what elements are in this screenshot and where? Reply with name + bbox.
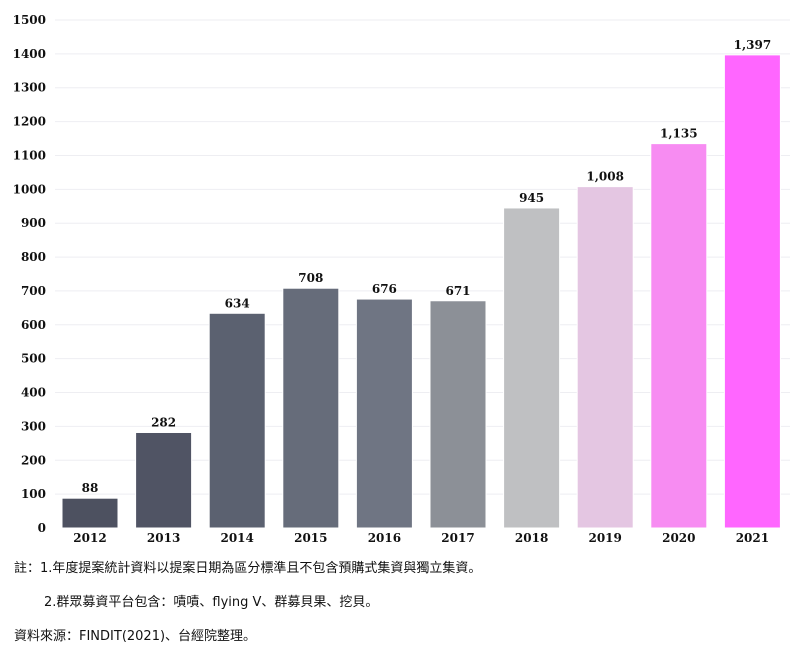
bar-2015 (282, 287, 340, 529)
bar-2013 (135, 431, 193, 529)
x-axis-categories: 2012 2013 2014 2015 2016 2017 2018 2019 2020 2021 (73, 531, 769, 545)
data-label-2015: 708 (298, 271, 323, 285)
x-tick-label-2015: 2015 (294, 531, 327, 545)
y-tick-label: 0 (38, 521, 46, 535)
x-tick-label-2017: 2017 (441, 531, 474, 545)
data-label-2020: 1,135 (660, 127, 698, 141)
bar-2017 (429, 300, 487, 529)
data-label-2018: 945 (519, 191, 544, 205)
y-tick-label: 1500 (13, 13, 46, 27)
note-2: 2.群眾募資平台包含：嘖嘖、flying V、群募貝果、挖貝。 (44, 595, 379, 610)
data-label-2016: 676 (372, 282, 397, 296)
x-tick-label-2019: 2019 (588, 531, 621, 545)
data-label-2019: 1,008 (586, 170, 624, 184)
bar-2016 (355, 298, 413, 529)
y-axis-ticks: 0 100 200 300 400 500 600 700 800 900 1000 1100 1200… (13, 13, 46, 535)
source-note: 資料來源：FINDIT(2021)、台經院整理。 (14, 629, 257, 644)
data-label-2012: 88 (82, 481, 99, 495)
bar-2021 (723, 54, 781, 529)
bar-2020 (650, 143, 708, 529)
x-tick-label-2012: 2012 (73, 531, 106, 545)
data-label-2013: 282 (151, 415, 176, 429)
x-tick-label-2013: 2013 (147, 531, 180, 545)
x-tick-label-2018: 2018 (515, 531, 548, 545)
data-label-2014: 634 (225, 296, 250, 310)
y-tick-label: 200 (21, 453, 46, 467)
bar-2012 (61, 497, 119, 529)
x-tick-label-2016: 2016 (368, 531, 401, 545)
y-tick-label: 400 (21, 386, 46, 400)
y-tick-label: 300 (21, 419, 46, 433)
y-tick-label: 100 (21, 487, 46, 501)
y-tick-label: 500 (21, 352, 46, 366)
y-tick-label: 1000 (13, 182, 46, 196)
y-tick-label: 600 (21, 318, 46, 332)
gridlines (55, 19, 790, 495)
bars (61, 54, 781, 529)
x-tick-label-2014: 2014 (220, 531, 253, 545)
bar-2019 (576, 186, 634, 529)
y-tick-label: 1200 (13, 115, 46, 129)
data-label-2017: 671 (445, 284, 470, 298)
y-tick-label: 700 (21, 284, 46, 298)
bar-2018 (503, 207, 561, 529)
data-label-2021: 1,397 (734, 38, 772, 52)
y-tick-label: 1100 (13, 148, 46, 162)
bar-2014 (208, 312, 266, 529)
x-tick-label-2020: 2020 (662, 531, 695, 545)
bar-chart: 0 100 200 300 400 500 600 700 800 900 1000 1100 1200… (13, 13, 790, 545)
y-tick-label: 1400 (13, 47, 46, 61)
y-tick-label: 900 (21, 216, 46, 230)
y-tick-label: 800 (21, 250, 46, 264)
y-tick-label: 1300 (13, 81, 46, 95)
note-1: 註：1.年度提案統計資料以提案日期為區分標準且不包含預購式集資與獨立集資。 (14, 561, 482, 576)
data-labels: 88 282 634 708 676 671 945 1,008 1,135 1,397 (82, 38, 772, 495)
x-tick-label-2021: 2021 (736, 531, 769, 545)
